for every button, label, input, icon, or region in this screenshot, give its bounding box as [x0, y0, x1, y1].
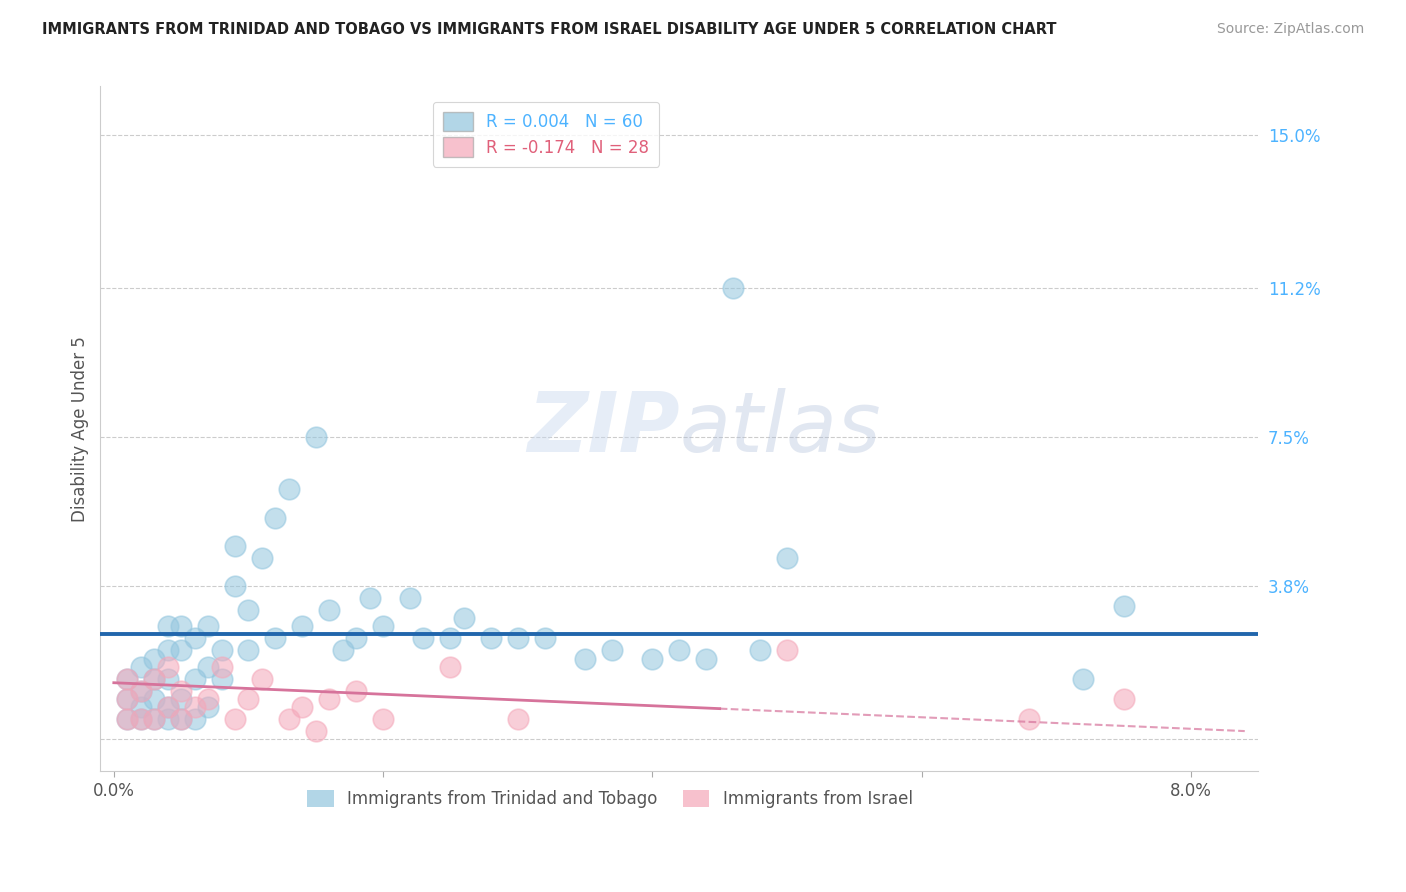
Point — [264, 510, 287, 524]
Point — [129, 659, 152, 673]
Point — [238, 691, 260, 706]
Point — [117, 691, 139, 706]
Point — [600, 643, 623, 657]
Point — [117, 691, 139, 706]
Point — [183, 632, 205, 646]
Point — [211, 659, 233, 673]
Point — [453, 611, 475, 625]
Point — [305, 430, 328, 444]
Point — [197, 659, 219, 673]
Point — [224, 579, 246, 593]
Point — [129, 699, 152, 714]
Point — [776, 643, 799, 657]
Point — [277, 712, 299, 726]
Point — [211, 672, 233, 686]
Point — [129, 683, 152, 698]
Point — [439, 659, 461, 673]
Point — [506, 712, 529, 726]
Text: IMMIGRANTS FROM TRINIDAD AND TOBAGO VS IMMIGRANTS FROM ISRAEL DISABILITY AGE UND: IMMIGRANTS FROM TRINIDAD AND TOBAGO VS I… — [42, 22, 1057, 37]
Point — [344, 632, 367, 646]
Point — [183, 699, 205, 714]
Text: ZIP: ZIP — [527, 388, 679, 469]
Point — [668, 643, 690, 657]
Point — [117, 672, 139, 686]
Point — [695, 651, 717, 665]
Point — [143, 712, 166, 726]
Point — [399, 591, 422, 606]
Point — [574, 651, 596, 665]
Point — [749, 643, 772, 657]
Point — [143, 651, 166, 665]
Point — [318, 603, 340, 617]
Legend: Immigrants from Trinidad and Tobago, Immigrants from Israel: Immigrants from Trinidad and Tobago, Imm… — [301, 783, 920, 814]
Point — [412, 632, 434, 646]
Point — [439, 632, 461, 646]
Point — [117, 712, 139, 726]
Point — [371, 712, 394, 726]
Point — [1071, 672, 1094, 686]
Point — [250, 550, 273, 565]
Point — [291, 699, 314, 714]
Point — [264, 632, 287, 646]
Point — [776, 550, 799, 565]
Point — [156, 619, 179, 633]
Point — [117, 712, 139, 726]
Point — [479, 632, 502, 646]
Point — [170, 643, 193, 657]
Point — [721, 281, 744, 295]
Point — [156, 643, 179, 657]
Point — [277, 483, 299, 497]
Point — [197, 619, 219, 633]
Point — [170, 691, 193, 706]
Point — [156, 699, 179, 714]
Point — [359, 591, 381, 606]
Point — [129, 712, 152, 726]
Point — [143, 712, 166, 726]
Point — [506, 632, 529, 646]
Point — [305, 724, 328, 739]
Text: Source: ZipAtlas.com: Source: ZipAtlas.com — [1216, 22, 1364, 37]
Point — [143, 672, 166, 686]
Point — [156, 659, 179, 673]
Point — [1112, 691, 1135, 706]
Point — [129, 683, 152, 698]
Point — [156, 672, 179, 686]
Point — [291, 619, 314, 633]
Y-axis label: Disability Age Under 5: Disability Age Under 5 — [72, 336, 89, 522]
Point — [533, 632, 555, 646]
Point — [170, 712, 193, 726]
Point — [170, 712, 193, 726]
Point — [183, 672, 205, 686]
Point — [129, 712, 152, 726]
Point — [143, 672, 166, 686]
Point — [238, 643, 260, 657]
Point — [371, 619, 394, 633]
Text: atlas: atlas — [679, 388, 882, 469]
Point — [250, 672, 273, 686]
Point — [238, 603, 260, 617]
Point — [224, 539, 246, 553]
Point — [156, 699, 179, 714]
Point — [332, 643, 354, 657]
Point — [641, 651, 664, 665]
Point — [170, 683, 193, 698]
Point — [156, 712, 179, 726]
Point — [1112, 599, 1135, 614]
Point — [224, 712, 246, 726]
Point — [143, 691, 166, 706]
Point — [117, 672, 139, 686]
Point — [211, 643, 233, 657]
Point — [183, 712, 205, 726]
Point — [170, 619, 193, 633]
Point — [344, 683, 367, 698]
Point — [318, 691, 340, 706]
Point — [1018, 712, 1040, 726]
Point — [197, 699, 219, 714]
Point — [197, 691, 219, 706]
